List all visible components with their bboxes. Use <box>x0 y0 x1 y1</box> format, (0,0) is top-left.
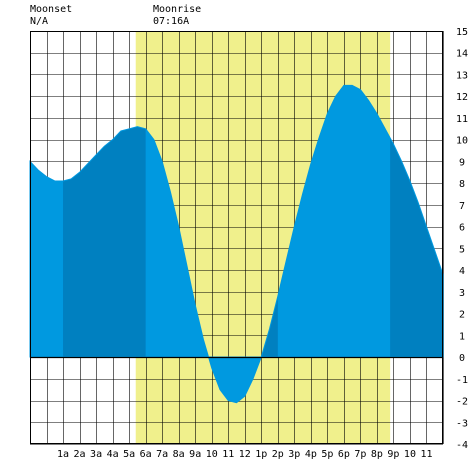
y-tick-label: -2 <box>456 397 468 408</box>
x-tick-label: 4a <box>107 449 119 460</box>
y-tick-label: 8 <box>459 179 465 190</box>
x-tick-label: 2p <box>272 449 284 460</box>
x-tick-label: 6p <box>338 449 350 460</box>
x-tick-label: 7a <box>156 449 168 460</box>
y-tick-label: 15 <box>456 27 468 38</box>
x-tick-label: 2a <box>74 449 86 460</box>
x-tick-label: 6a <box>140 449 152 460</box>
x-tick-label: 8a <box>173 449 185 460</box>
y-tick-label: 5 <box>459 244 465 255</box>
moonset-time: N/A <box>30 16 49 27</box>
x-tick-label: 8p <box>371 449 383 460</box>
y-tick-label: 13 <box>456 70 468 81</box>
y-tick-label: 11 <box>456 114 468 125</box>
x-tick-label: 3a <box>90 449 102 460</box>
x-tick-label: 5p <box>321 449 333 460</box>
x-tick-label: 7p <box>354 449 366 460</box>
x-tick-labels: 1a 2a 3a 4a 5a 6a 7a 8a 9a 10 11 12 1p 2p 3p 4p 5p 6p 7p 8p… <box>57 449 432 460</box>
y-tick-label: 3 <box>459 288 465 299</box>
moonset-label: Moonset <box>30 4 73 15</box>
tide-outline <box>29 84 444 404</box>
y-tick-label: 1 <box>459 331 465 342</box>
y-tick-label: -3 <box>456 418 468 429</box>
x-tick-label: 10 <box>206 449 218 460</box>
y-tick-label: 12 <box>456 92 468 103</box>
x-tick-label: 11 <box>222 449 234 460</box>
y-tick-label: -4 <box>456 440 468 451</box>
y-tick-label: 10 <box>456 136 468 147</box>
y-tick-label: 9 <box>459 157 465 168</box>
y-tick-label: 4 <box>459 266 465 277</box>
x-tick-label: 9a <box>189 449 201 460</box>
x-tick-label: 5a <box>123 449 135 460</box>
y-tick-label: 6 <box>459 223 465 234</box>
moonrise-label: Moonrise <box>153 4 202 15</box>
y-tick-label: 2 <box>459 310 465 321</box>
x-tick-label: 11 <box>420 449 432 460</box>
x-tick-label: 4p <box>305 449 317 460</box>
y-tick-label: 14 <box>456 49 468 60</box>
moonrise-time: 07:16A <box>153 16 190 27</box>
x-tick-label: 3p <box>288 449 300 460</box>
y-tick-label: 0 <box>459 353 465 364</box>
x-tick-label: 10 <box>404 449 416 460</box>
x-tick-label: 12 <box>239 449 251 460</box>
y-tick-label: -1 <box>456 375 468 386</box>
plot-frame <box>30 31 443 444</box>
x-tick-label: 9p <box>387 449 399 460</box>
x-tick-label: 1p <box>255 449 267 460</box>
x-tick-label: 1a <box>57 449 69 460</box>
y-tick-label: 7 <box>459 201 465 212</box>
